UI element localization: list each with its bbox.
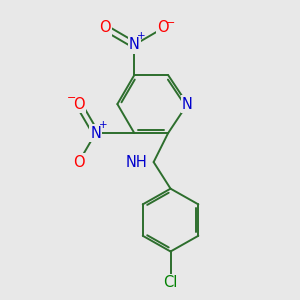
- Text: NH: NH: [126, 154, 148, 169]
- Text: +: +: [99, 120, 107, 130]
- Text: O: O: [158, 20, 169, 35]
- Text: −: −: [67, 93, 76, 103]
- Text: O: O: [73, 97, 85, 112]
- Text: N: N: [182, 97, 193, 112]
- Text: N: N: [129, 38, 140, 52]
- Text: O: O: [73, 154, 85, 169]
- Text: O: O: [100, 20, 111, 35]
- Text: Cl: Cl: [164, 275, 178, 290]
- Text: N: N: [90, 126, 101, 141]
- Text: +: +: [137, 31, 146, 41]
- Text: −: −: [166, 18, 175, 28]
